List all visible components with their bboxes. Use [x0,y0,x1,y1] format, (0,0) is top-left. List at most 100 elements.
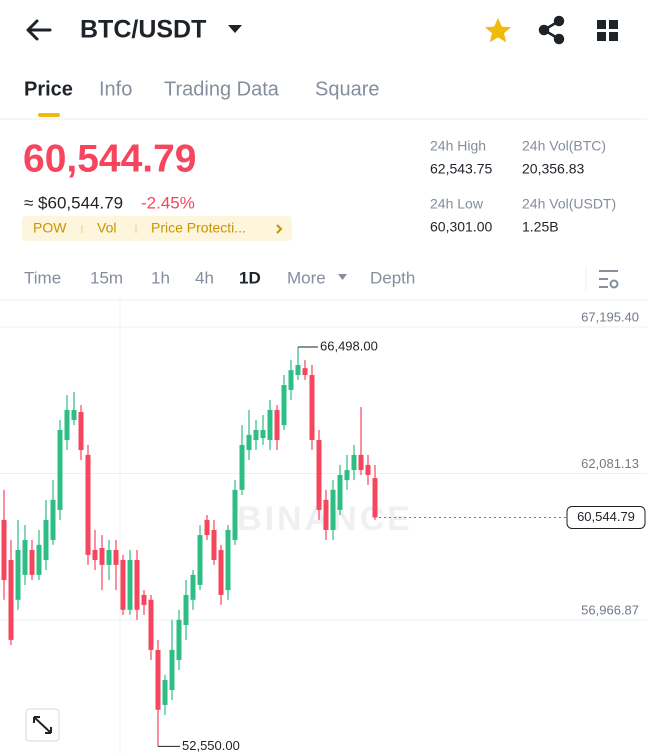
back-button[interactable] [26,19,52,41]
stat-label: 24h Low [430,196,484,212]
tag[interactable]: Price Protecti... [151,220,246,236]
tag[interactable]: POW [33,220,67,236]
candle-body [64,409,70,441]
chart-settings[interactable] [599,270,619,289]
approx-price: ≈ $60,544.79 [24,193,123,212]
tag-arrow[interactable] [276,224,283,234]
candle-body [57,430,63,510]
y-tick-label: 56,966.87 [581,602,639,617]
stat-label: 24h Vol(USDT) [522,196,616,212]
candle-body [71,409,77,420]
stat-value: 1.25B [522,219,559,235]
tag[interactable]: Vol [97,220,116,236]
candle-body [43,519,49,560]
candle-body [134,560,140,610]
y-tick-label: 67,195.40 [581,309,639,324]
candlestick-chart: 56,966.87 62,081.13 67,195.40 66,498.00 52,5… [0,309,647,753]
candle-body [204,519,210,536]
candle-body [358,454,364,471]
menu-grid[interactable] [597,20,618,41]
candle-body [239,444,245,490]
candle-body [246,434,252,451]
candle-body [316,440,322,510]
tags-bar [22,216,292,241]
candle-body [323,499,329,530]
candle-body [197,535,203,585]
stat-value: 20,356.83 [522,161,584,177]
last-price: 60,544.79 [23,137,197,180]
candle-body [274,409,280,441]
candle-body [92,549,98,560]
candle-body [78,411,84,451]
interval[interactable]: Depth [370,268,415,287]
share-button[interactable] [538,15,565,45]
candle-body [372,478,378,518]
candle-body [127,560,133,610]
candle-body [295,365,301,376]
candle-body [169,649,175,690]
candle-body [120,560,126,610]
stat-value: 60,301.00 [430,219,492,235]
candle-body [211,529,217,560]
tab[interactable]: Trading Data [164,78,280,100]
candle-body [29,549,35,575]
candle-body [99,547,105,565]
favorite-star[interactable] [485,18,511,43]
tab[interactable]: Price [24,78,73,100]
tab[interactable]: Square [315,78,380,100]
candle-body [176,619,182,660]
interval[interactable]: 15m [90,268,123,287]
tab-indicator [38,113,60,117]
candle-body [148,599,154,650]
tab[interactable]: Info [99,78,132,100]
last-price-box [566,505,646,529]
candle-body [267,409,273,441]
candle-body [253,430,259,441]
candle-body [183,594,189,625]
interval[interactable]: 4h [195,268,214,287]
candle-body [113,549,119,565]
candle-body [22,539,28,575]
candle-body [141,594,147,605]
y-tick-label: 62,081.13 [581,456,639,471]
candle-body [351,454,357,471]
candle-body [302,368,308,376]
stat-label: 24h Vol(BTC) [522,138,606,154]
candle-body [281,385,287,426]
candle-body [365,464,371,475]
candle-body [1,519,7,581]
stat-value: 62,543.75 [430,161,492,177]
candle-body [309,375,315,441]
candle-body [260,430,266,439]
pair-dropdown[interactable] [228,25,242,33]
price-change: -2.45% [141,193,195,212]
fullscreen-button[interactable] [25,708,60,742]
pair-title[interactable]: BTC/USDT [80,16,206,44]
candle-body [225,529,231,591]
candle-body [337,474,343,510]
more-caret[interactable] [338,274,347,280]
candle-body [232,489,238,540]
candle-body [344,470,350,481]
max-marker-label: 66,498.00 [320,338,378,353]
interval[interactable]: Time [24,268,61,287]
interval[interactable]: 1D [239,268,261,287]
candle-body [155,649,161,710]
last-price-label: 60,544.79 [577,509,635,524]
candle-body [330,489,336,530]
min-marker-label: 52,550.00 [182,738,240,753]
candle-body [190,574,196,600]
candle-body [50,499,56,540]
candle-body [288,370,294,390]
candle-body [15,549,21,600]
candle-body [162,679,168,705]
stat-label: 24h High [430,138,486,154]
interval[interactable]: 1h [151,268,170,287]
candle-body [8,560,14,640]
candle-body [85,454,91,555]
interval[interactable]: More [287,268,326,287]
candle-body [36,544,42,575]
candle-body [218,549,224,595]
candle-body [106,549,112,565]
